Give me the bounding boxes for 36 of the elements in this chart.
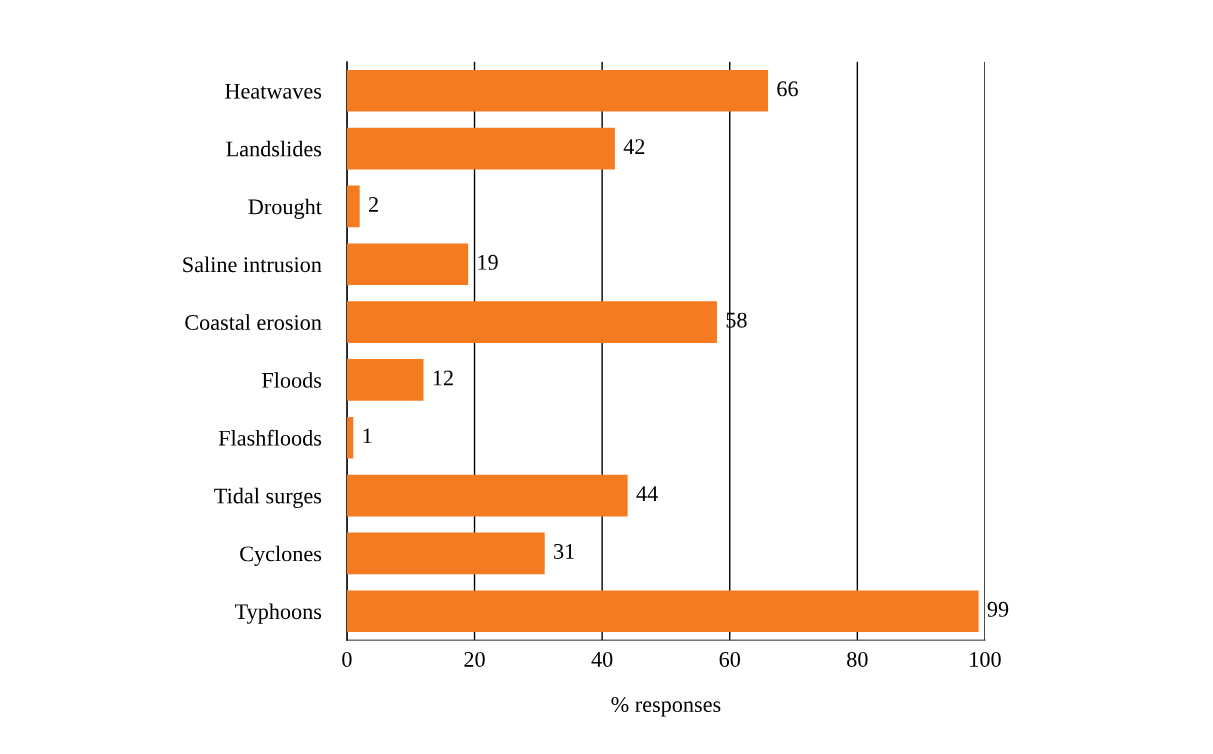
bar (346, 69, 769, 112)
bar (346, 185, 360, 228)
data-label: 31 (554, 544, 574, 559)
data-label: 2 (368, 197, 378, 212)
bar (346, 416, 354, 459)
y-tick-label: Typhoons (234, 603, 322, 624)
y-tick-label: Flashfloods (218, 429, 322, 446)
x-tick-label: 20 (464, 651, 485, 667)
data-label: 99 (987, 601, 1009, 617)
y-tick-label: Saline intrusion (183, 256, 322, 273)
x-tick-label: 0 (342, 651, 352, 667)
y-tick-label: Coastal erosion (185, 314, 322, 330)
x-tick-label: 100 (970, 651, 1001, 667)
y-tick-label: Tidal surges (214, 487, 322, 509)
bar (346, 359, 424, 401)
data-label: 1 (363, 428, 372, 444)
bar (346, 127, 615, 170)
x-tick-label: 40 (591, 651, 613, 667)
bar (346, 301, 717, 343)
bar (346, 474, 628, 517)
bar (346, 590, 979, 633)
y-tick-label: Floods (262, 372, 322, 388)
x-axis-title: % responses (611, 697, 721, 717)
x-tick-label: 80 (847, 651, 868, 667)
y-tick-label: Heatwaves (225, 83, 322, 99)
bar (346, 243, 469, 286)
data-label: 42 (623, 139, 645, 154)
bar (346, 532, 545, 575)
x-tick-label: 60 (719, 651, 740, 667)
data-label: 12 (433, 370, 453, 386)
data-label: 44 (636, 486, 658, 501)
y-tick-label: Cyclones (240, 545, 322, 566)
data-label: 19 (478, 254, 498, 270)
y-tick-label: Landslides (226, 140, 322, 157)
data-label: 66 (777, 81, 798, 97)
y-tick-label: Drought (248, 198, 322, 219)
